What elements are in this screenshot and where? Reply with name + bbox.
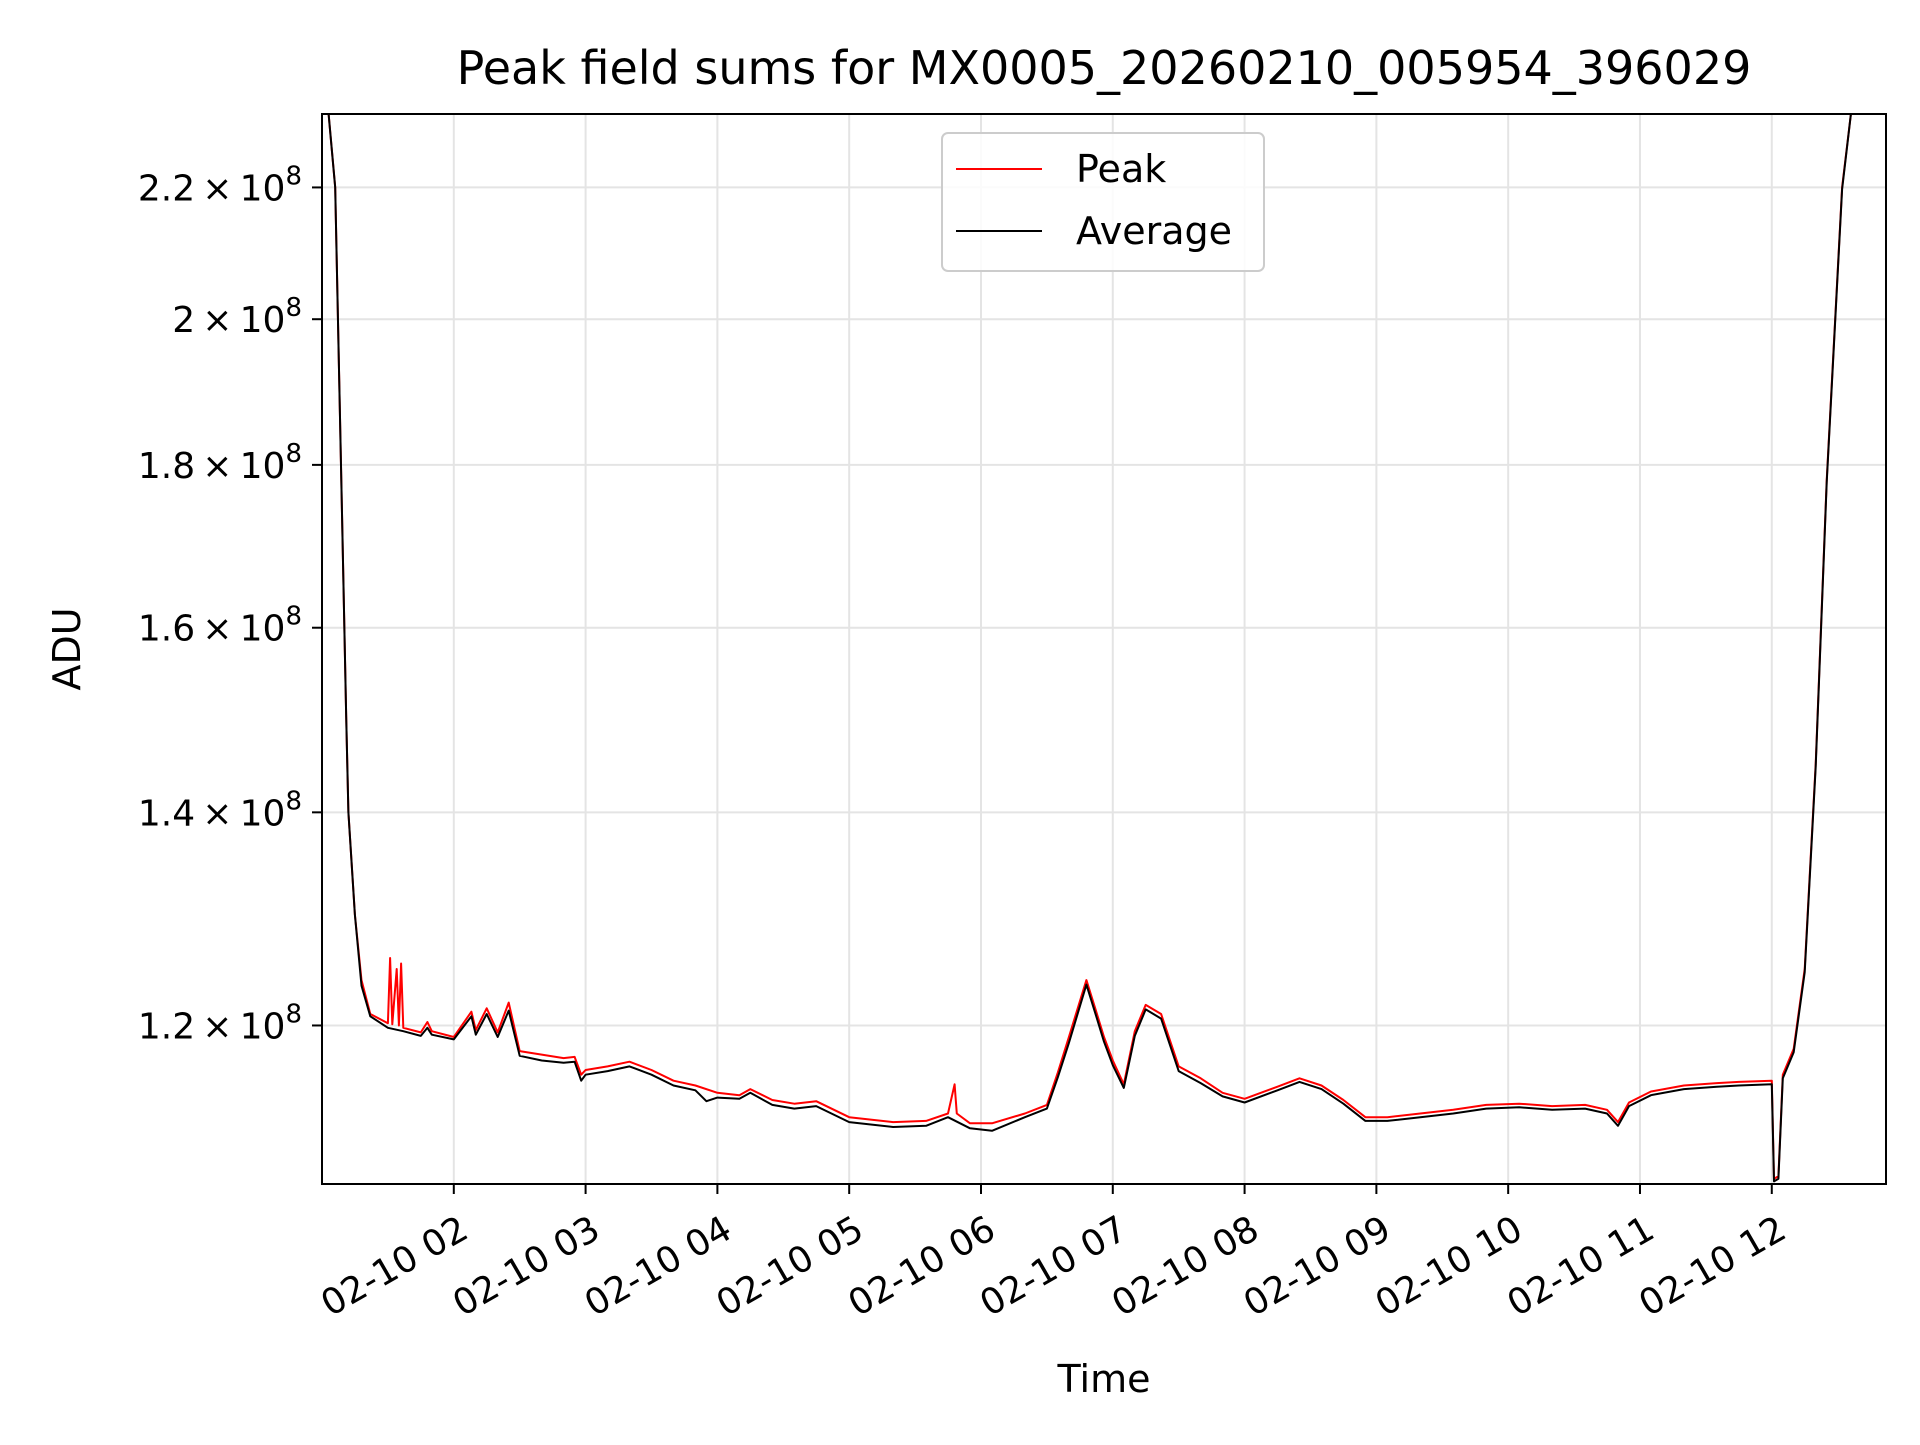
legend-label-peak: Peak [1076,147,1166,191]
y-tick-label: 1.6 × 108 [138,602,302,650]
series-line-average [322,114,1886,1183]
y-tick-label: 1.2 × 108 [138,999,302,1047]
legend: Peak Average [941,132,1265,272]
x-axis-label: Time [1057,1357,1151,1401]
y-axis-label: ADU [45,607,89,690]
chart-title: Peak field sums for MX0005_20260210_0059… [457,41,1752,95]
y-axis-ticks: 1.2 × 108 1.4 × 108 1.6 × 108 1.8 × 108 2 × … [138,161,322,1047]
plot-data-layer [322,114,1886,1183]
y-tick-label: 1.4 × 108 [138,786,302,834]
series-line-peak [322,114,1886,1180]
plot-frame [321,113,1887,1185]
legend-box [941,132,1265,272]
grid-layer [322,114,1886,1184]
y-tick-label: 2 × 108 [172,293,302,341]
legend-label-average: Average [1076,209,1232,253]
y-tick-label: 2.2 × 108 [138,161,302,209]
y-tick-label: 1.8 × 108 [138,439,302,487]
series-layer [322,114,1886,1183]
